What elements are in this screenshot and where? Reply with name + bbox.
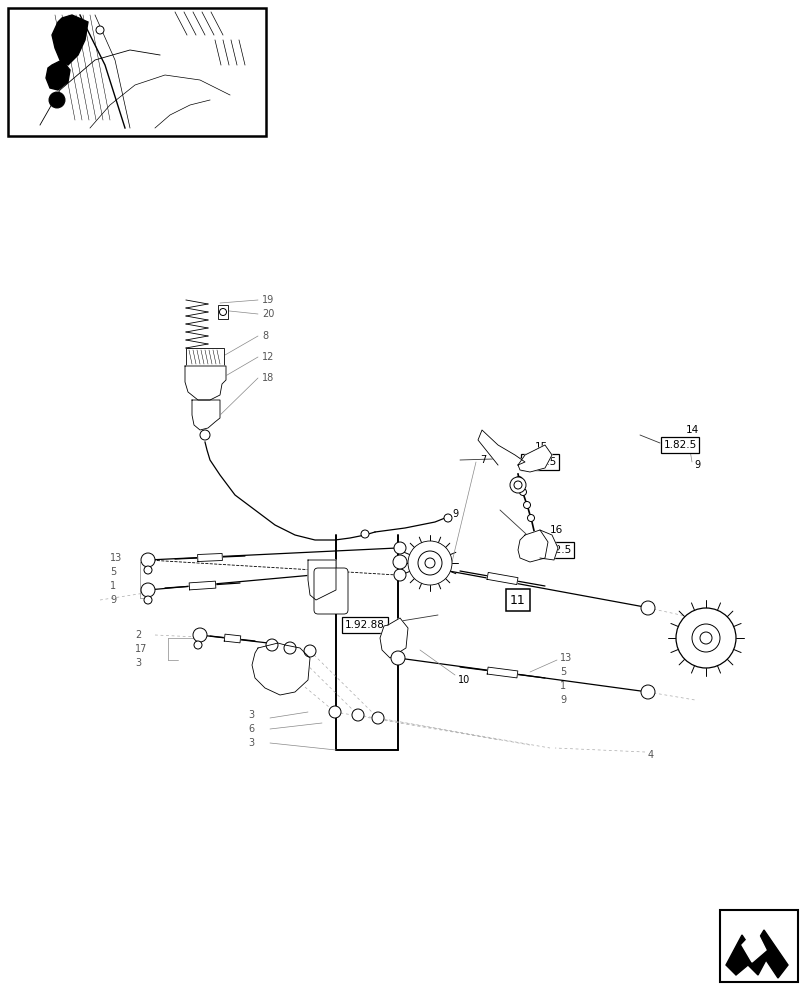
Text: 3: 3 bbox=[247, 710, 254, 720]
Polygon shape bbox=[517, 445, 551, 472]
Text: 19: 19 bbox=[262, 295, 274, 305]
Circle shape bbox=[141, 583, 155, 597]
Polygon shape bbox=[741, 930, 765, 962]
Text: 14: 14 bbox=[685, 425, 698, 435]
Polygon shape bbox=[487, 572, 517, 585]
Text: 13: 13 bbox=[560, 653, 572, 663]
Text: 1.82.5: 1.82.5 bbox=[538, 545, 571, 555]
Text: 20: 20 bbox=[262, 309, 274, 319]
Circle shape bbox=[391, 651, 405, 665]
Bar bbox=[8, 8, 266, 136]
Polygon shape bbox=[46, 60, 70, 90]
Circle shape bbox=[424, 558, 435, 568]
Circle shape bbox=[523, 502, 530, 508]
Text: 16: 16 bbox=[549, 525, 563, 535]
Text: 10: 10 bbox=[457, 675, 470, 685]
Circle shape bbox=[676, 608, 735, 668]
Circle shape bbox=[194, 641, 202, 649]
Text: 18: 18 bbox=[262, 373, 274, 383]
Polygon shape bbox=[191, 400, 220, 430]
Text: 7: 7 bbox=[479, 455, 486, 465]
Circle shape bbox=[527, 514, 534, 522]
Circle shape bbox=[691, 624, 719, 652]
Text: 12: 12 bbox=[262, 352, 274, 362]
Polygon shape bbox=[185, 366, 225, 400]
Circle shape bbox=[144, 596, 152, 604]
Circle shape bbox=[513, 481, 521, 489]
Polygon shape bbox=[189, 581, 216, 590]
Bar bbox=[719, 910, 797, 982]
FancyBboxPatch shape bbox=[314, 568, 348, 614]
Circle shape bbox=[393, 569, 406, 581]
Circle shape bbox=[393, 555, 406, 569]
Text: 4: 4 bbox=[647, 750, 654, 760]
Circle shape bbox=[509, 477, 526, 493]
Polygon shape bbox=[52, 15, 88, 65]
Circle shape bbox=[351, 709, 363, 721]
Polygon shape bbox=[517, 530, 547, 562]
Circle shape bbox=[193, 628, 207, 642]
Circle shape bbox=[407, 541, 452, 585]
Text: 11: 11 bbox=[509, 593, 526, 606]
Text: 9: 9 bbox=[452, 509, 457, 519]
Circle shape bbox=[371, 712, 384, 724]
Text: 13: 13 bbox=[109, 553, 122, 563]
Text: 1.82.5: 1.82.5 bbox=[663, 440, 696, 450]
Polygon shape bbox=[478, 430, 525, 465]
Text: 1.82.5: 1.82.5 bbox=[523, 457, 556, 467]
Text: 3: 3 bbox=[135, 658, 141, 668]
Circle shape bbox=[393, 542, 406, 554]
Circle shape bbox=[284, 642, 296, 654]
Bar bbox=[186, 348, 224, 366]
Polygon shape bbox=[380, 618, 407, 658]
Text: 17: 17 bbox=[135, 644, 147, 654]
Polygon shape bbox=[725, 930, 787, 978]
Circle shape bbox=[361, 530, 368, 538]
Circle shape bbox=[200, 430, 210, 440]
Circle shape bbox=[96, 26, 104, 34]
Polygon shape bbox=[251, 643, 310, 695]
Circle shape bbox=[303, 645, 315, 657]
Circle shape bbox=[418, 551, 441, 575]
Polygon shape bbox=[487, 667, 517, 678]
Circle shape bbox=[141, 553, 155, 567]
Polygon shape bbox=[197, 553, 222, 562]
Text: 1: 1 bbox=[109, 581, 116, 591]
Circle shape bbox=[640, 601, 654, 615]
Text: 5: 5 bbox=[109, 567, 116, 577]
Text: 1.92.88: 1.92.88 bbox=[345, 620, 384, 630]
Circle shape bbox=[219, 308, 226, 316]
Circle shape bbox=[49, 92, 65, 108]
Circle shape bbox=[444, 514, 452, 522]
Bar bbox=[217, 305, 228, 319]
Text: 5: 5 bbox=[560, 667, 565, 677]
Polygon shape bbox=[307, 560, 336, 600]
Circle shape bbox=[699, 632, 711, 644]
Circle shape bbox=[328, 706, 341, 718]
Circle shape bbox=[519, 488, 526, 495]
Text: 1: 1 bbox=[560, 681, 565, 691]
Circle shape bbox=[266, 639, 277, 651]
Text: 9: 9 bbox=[109, 595, 116, 605]
Circle shape bbox=[515, 477, 521, 484]
Text: 2: 2 bbox=[135, 630, 141, 640]
Polygon shape bbox=[224, 634, 241, 643]
Text: 8: 8 bbox=[262, 331, 268, 341]
Text: 6: 6 bbox=[247, 724, 254, 734]
Polygon shape bbox=[539, 530, 557, 560]
Text: 9: 9 bbox=[693, 460, 699, 470]
Text: 3: 3 bbox=[247, 738, 254, 748]
Text: 15: 15 bbox=[534, 442, 547, 452]
Text: 9: 9 bbox=[560, 695, 565, 705]
Circle shape bbox=[640, 685, 654, 699]
Circle shape bbox=[144, 566, 152, 574]
